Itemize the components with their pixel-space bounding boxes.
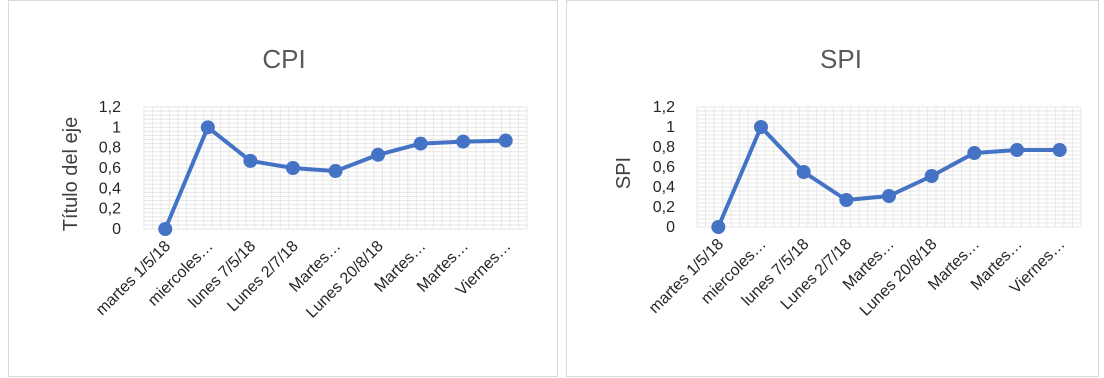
spi-gridlines [696,106,1082,228]
spi-data-point [924,169,939,183]
spi-y-tick-label: 0,2 [653,199,675,216]
cpi-y-tick-label: 0,2 [99,201,121,218]
cpi-data-point [158,222,173,236]
spi-y-tick-label: 1 [666,119,675,136]
spi-series-line [716,125,1062,229]
spi-data-point [839,193,854,207]
spi-data-point [796,165,811,179]
cpi-x-tick-label: martes 1/5/18 [93,238,174,319]
cpi-y-tick-label: 0,4 [99,180,121,197]
cpi-chart-title: CPI [262,44,305,74]
cpi-data-point [285,161,300,175]
cpi-data-point [200,120,215,135]
cpi-data-point [413,136,428,151]
cpi-y-tick-label: 0 [112,221,121,238]
spi-y-tick-label: 0 [666,219,675,236]
spi-data-point [1052,143,1067,157]
cpi-y-tick-label: 1 [112,119,121,136]
cpi-y-axis-label: Título del eje [60,117,82,232]
cpi-series-line [163,125,508,231]
spi-data-point [967,146,982,160]
spi-y-tick-label: 0,4 [653,179,675,196]
cpi-y-tick-label: 0,8 [99,140,121,157]
spi-data-point [1010,143,1024,157]
spi-data-point [882,189,896,203]
spi-y-axis-label: SPI [613,157,635,189]
cpi-data-point [243,153,258,168]
spi-y-tick-label: 0,6 [653,159,675,176]
cpi-data-point [456,134,471,149]
spi-chart-panel: SPI SPI 0 0,2 0,4 0,6 0,8 1 1,2 martes 1/5/18 mier… [566,0,1099,377]
spi-data-point [711,220,726,234]
cpi-chart: CPI Título del eje 0 0,2 0,4 0,6 0,8 1 1,2 martes… [60,44,528,322]
spi-chart-title: SPI [820,44,862,74]
spi-y-tick-label: 1,2 [653,99,675,116]
cpi-data-point [371,147,386,162]
spi-y-tick-label: 0,8 [653,139,675,156]
spi-data-point [754,120,768,134]
cpi-y-tick-label: 1,2 [99,99,121,116]
spi-x-tick-label: martes 1/5/18 [646,236,727,317]
cpi-chart-panel: CPI Título del eje 0 0,2 0,4 0,6 0,8 1 1,2 martes… [8,0,558,377]
cpi-y-tick-label: 0,6 [99,160,121,177]
cpi-data-point [328,164,343,179]
cpi-data-point [498,133,513,148]
